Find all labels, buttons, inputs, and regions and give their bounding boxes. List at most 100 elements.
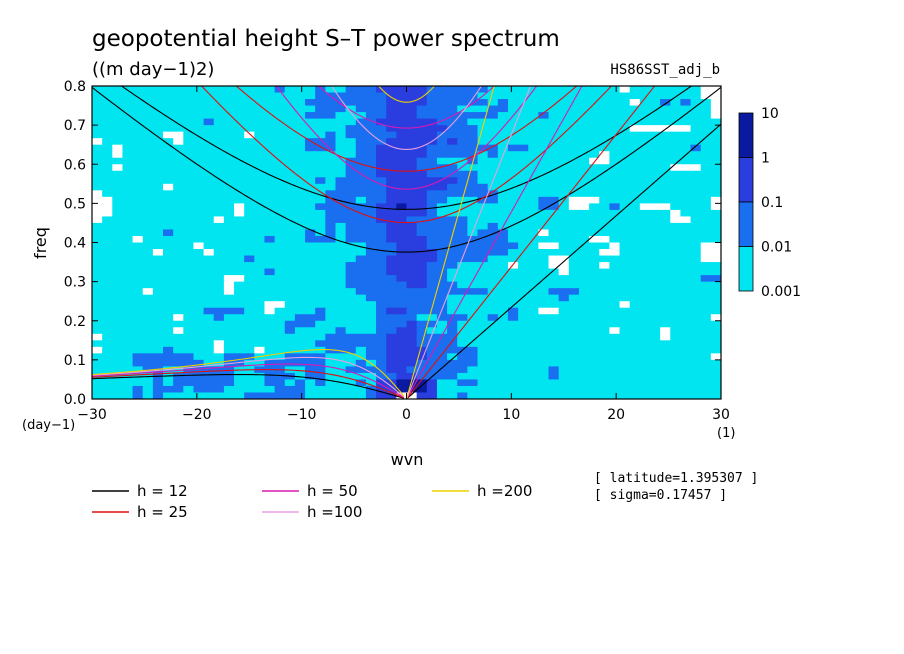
heat-cell [680,275,692,283]
heat-cell [416,170,428,178]
heat-cell [152,138,164,146]
heat-cell [518,112,529,120]
heat-cell [589,183,600,191]
heat-cell [274,379,286,387]
heat-cell [599,385,611,394]
heat-cell [609,249,621,257]
heat-cell [619,196,631,204]
heat-cell [710,138,721,146]
heat-cell [376,385,387,394]
heat-cell [386,131,397,139]
heat-cell [315,177,326,185]
heat-cell [122,144,134,152]
heat-cell [234,196,245,204]
heat-cell [213,340,225,348]
heat-cell [234,281,245,289]
heat-cell [203,138,215,146]
heat-cell [700,333,712,341]
heat-cell [436,333,448,341]
heat-cell [305,86,316,94]
heat-cell [680,242,692,250]
heat-cell [183,301,195,309]
heat-cell [507,203,519,211]
heat-cell [386,346,397,354]
heat-cell [152,255,164,263]
heat-cell [376,301,387,309]
heat-cell [436,164,448,172]
heat-cell [467,268,479,276]
heat-cell [294,262,306,270]
heat-cell [122,346,134,354]
heat-cell [548,151,560,159]
heat-cell [589,385,600,394]
heat-cell [213,86,225,94]
heat-cell [487,209,499,218]
heat-cell [345,301,357,309]
heat-cell [203,255,215,263]
heat-cell [558,385,570,394]
heat-cell [396,190,408,198]
heat-cell [457,242,468,250]
heat-cell [294,314,306,322]
heat-cell [487,99,499,107]
heat-cell [254,190,266,198]
heat-cell [223,112,235,120]
heat-cell [477,190,489,198]
heat-cell [578,164,590,172]
heat-cell [690,268,702,276]
heat-cell [102,99,113,107]
heat-cell [457,144,468,152]
heat-cell [132,353,144,361]
heat-cell [619,385,631,394]
heat-cell [477,249,489,257]
heat-cell [548,366,560,374]
heat-cell [457,131,468,139]
heat-cell [92,379,103,387]
heat-cell [629,144,641,152]
heat-cell [193,131,205,139]
heat-cell [568,346,580,354]
heat-cell [660,138,671,146]
heat-cell [538,320,550,328]
heat-cell [660,222,671,231]
heat-cell [203,288,215,296]
heat-cell [345,275,357,283]
heat-cell [132,275,144,283]
heat-cell [244,372,255,381]
heat-cell [365,99,377,107]
heat-cell [710,301,721,309]
heat-cell [305,99,316,107]
heat-cell [173,281,184,289]
heat-cell [284,294,296,302]
heat-cell [599,320,611,328]
heat-cell [518,138,529,146]
heat-cell [355,183,367,191]
heat-cell [639,281,651,289]
heat-cell [436,235,448,244]
heat-cell [710,190,721,198]
heat-cell [518,255,529,263]
heat-cell [274,288,286,296]
heat-cell [355,385,367,394]
heat-cell [335,353,347,361]
heat-cell [477,288,489,296]
heat-cell [335,262,347,270]
heat-cell [538,177,550,185]
heat-cell [355,164,367,172]
heat-cell [467,372,479,381]
heat-cell [548,229,560,237]
heat-cell [325,346,337,354]
heat-cell [315,392,326,399]
heat-cell [528,190,539,198]
heat-cell [112,392,124,399]
heat-cell [426,346,438,354]
heat-cell [294,320,306,328]
heat-cell [406,151,418,159]
dispersion-curve [275,86,538,190]
heat-cell [487,372,499,381]
heat-cell [163,255,174,263]
heat-cell [264,105,276,113]
heat-cell [436,255,448,263]
heat-cell [690,379,702,387]
heat-cell [315,340,326,348]
